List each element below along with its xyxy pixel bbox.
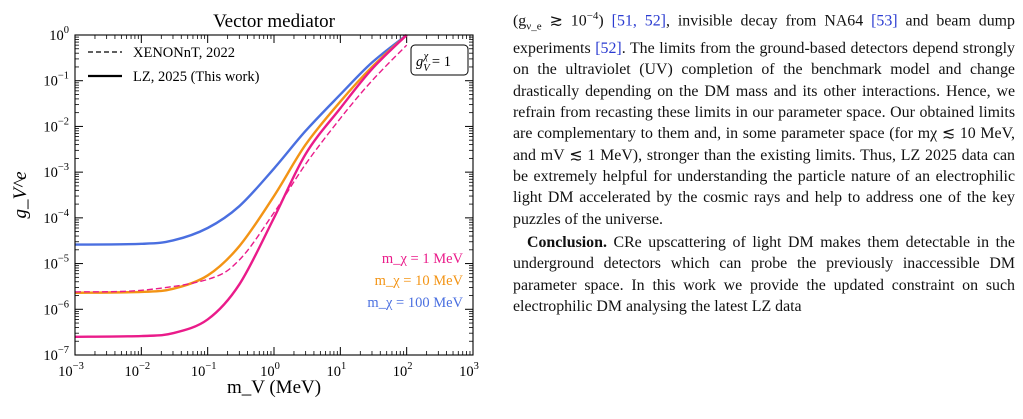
y-tick-label: 10−6: [43, 299, 69, 318]
citation[interactable]: [53]: [871, 12, 898, 30]
series-line-0-lz: [74, 34, 408, 246]
text-run: ≲ 10 MeV, and m: [513, 125, 1015, 164]
superscript: −4: [586, 10, 599, 22]
x-tick-label: 10−1: [191, 361, 217, 380]
x-tick-label: 101: [326, 361, 346, 380]
conclusion-heading: Conclusion.: [527, 233, 607, 251]
plot-frame: [74, 34, 474, 356]
text-run: ): [598, 12, 612, 30]
x-tick-label: 10−2: [124, 361, 150, 380]
text-run: χ: [930, 125, 938, 143]
y-tick-label: 10−4: [43, 208, 69, 227]
series-line-3-xenonnt: [74, 44, 408, 293]
y-tick-label: 10−5: [43, 254, 69, 273]
citation[interactable]: [51, 52]: [611, 12, 666, 30]
conclusion-body: CRe upscattering of light DM makes them …: [513, 233, 1015, 315]
y-tick-label: 10−7: [43, 345, 69, 364]
text-run: . The limits from the ground-based detec…: [513, 39, 1015, 143]
text-run: and beam dump experiments: [513, 12, 1015, 57]
text-run: ≳ 10: [541, 12, 587, 30]
paragraph-conclusion: Conclusion. CRe upscattering of light DM…: [513, 232, 1015, 317]
x-tick-label: 100: [260, 361, 280, 380]
paragraph-limits: (gν_e ≳ 10−4) [51, 52], invisible decay …: [513, 6, 1015, 230]
annotation-text: gVχ = 1: [416, 51, 451, 74]
figure: Vector mediator 10−3 10−2 10−1 100 101 102 103…: [0, 0, 500, 419]
y-axis-label: g_V^e: [10, 171, 31, 218]
text-run: ≲ 1 MeV), stronger than the existing lim…: [513, 146, 1016, 228]
series-label-1: m_χ = 10 MeV: [375, 273, 464, 289]
series-line-2-lz: [74, 34, 408, 339]
vector-mediator-plot: Vector mediator 10−3 10−2 10−1 100 101 102 103…: [10, 11, 479, 398]
x-tick-label: 102: [393, 361, 413, 380]
citation[interactable]: [52]: [595, 39, 622, 57]
series-line-1-lz: [74, 34, 408, 294]
annotation-frame: [410, 44, 469, 76]
legend-label-xenonnt: XENONnT, 2022: [133, 45, 235, 61]
y-tick-label: 10−2: [43, 116, 69, 135]
coupling-annotation-box: gVχ = 1: [410, 44, 469, 76]
y-tick-label: 10−1: [43, 71, 69, 90]
legend: XENONnT, 2022 LZ, 2025 (This work): [88, 45, 260, 85]
y-tick-label: 10−3: [43, 162, 69, 181]
x-tick-label: 103: [459, 361, 479, 380]
paper-text-column: (gν_e ≳ 10−4) [51, 52], invisible decay …: [513, 6, 1015, 317]
text-run: (g: [513, 12, 527, 30]
series-label-2: m_χ = 100 MeV: [367, 295, 463, 311]
subscript: ν_e: [526, 20, 542, 33]
x-axis-label: m_V (MeV): [227, 377, 321, 398]
text-run: V: [553, 146, 565, 164]
x-tick-label: 10−3: [58, 361, 84, 380]
text-run: , invisible decay from NA64: [665, 12, 872, 30]
legend-label-lz: LZ, 2025 (This work): [133, 69, 260, 85]
y-tick-label: 100: [49, 25, 69, 44]
series-label-0: m_χ = 1 MeV: [382, 251, 464, 267]
plot-title: Vector mediator: [213, 11, 336, 32]
